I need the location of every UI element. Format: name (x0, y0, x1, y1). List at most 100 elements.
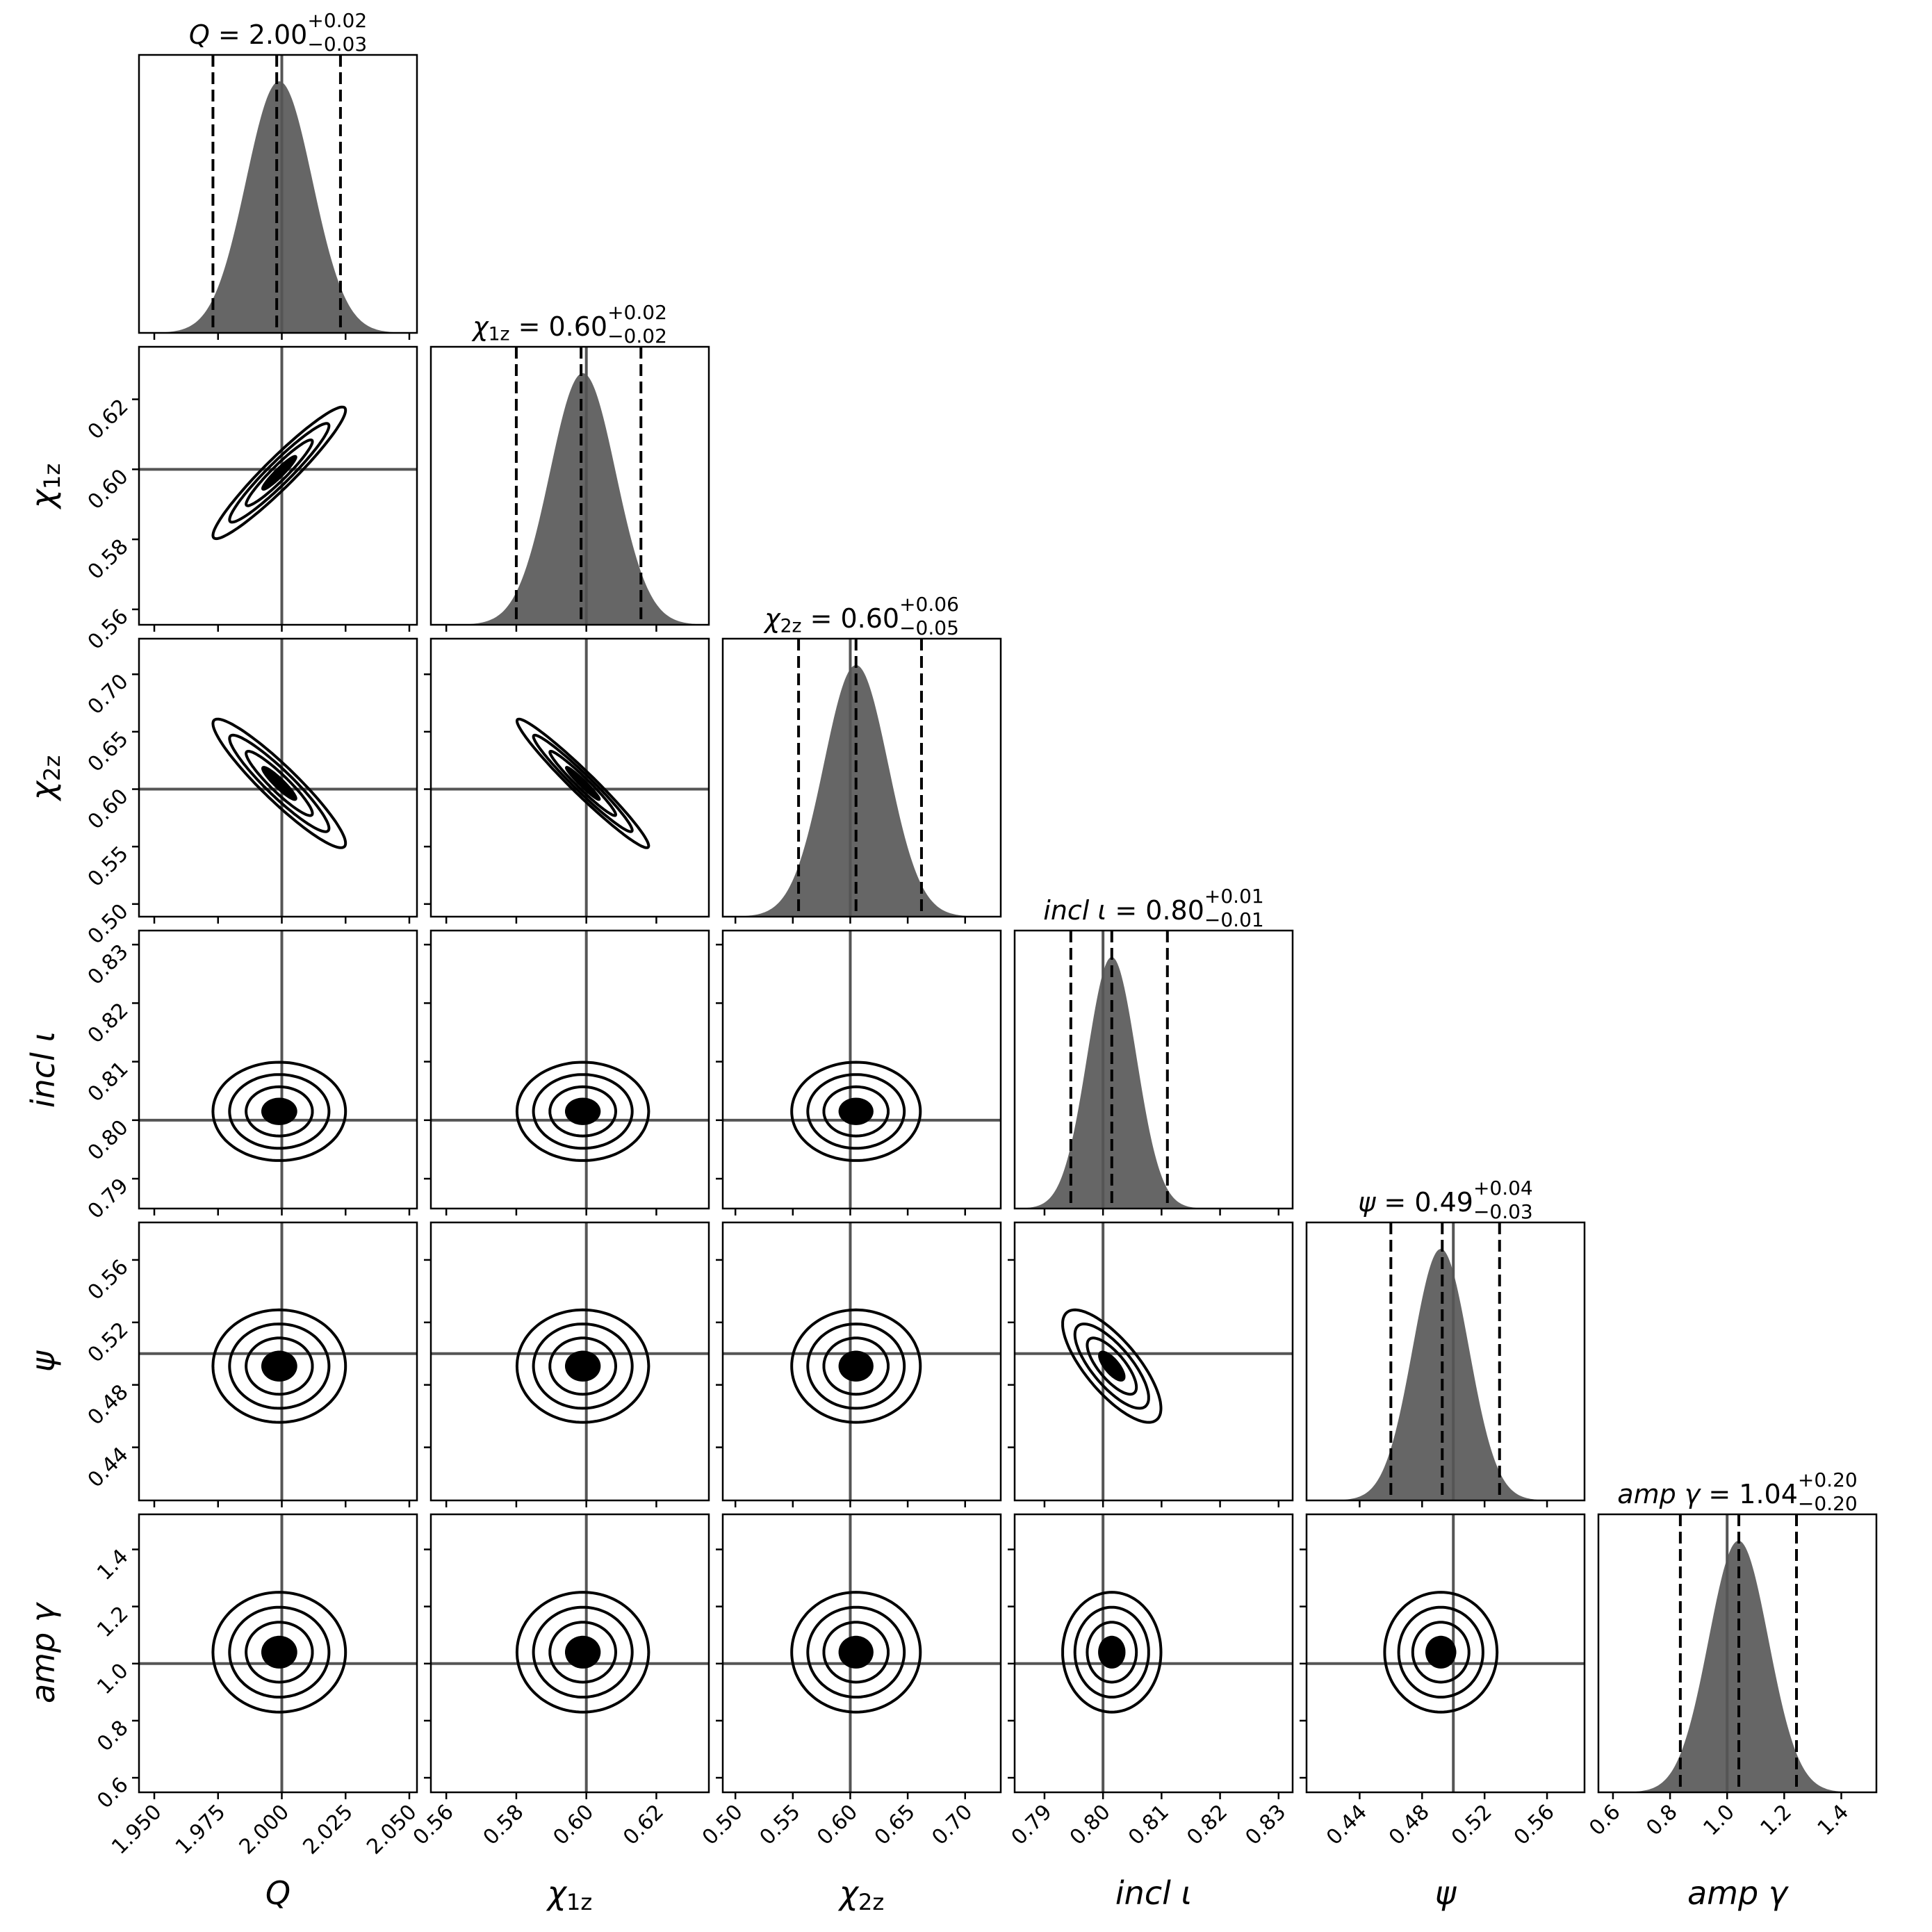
contour-panel-Q-chi2z: 0.50 0.55 0.60 0.65 0.70 (83, 637, 418, 949)
x-tick-label: 0.81 (1124, 1800, 1174, 1850)
label-main: Q (265, 1874, 290, 1912)
panel-frame (429, 1221, 710, 1502)
title-label: χ (763, 603, 781, 634)
x-tick-label: 0.65 (870, 1800, 920, 1850)
label-main: amp γ (24, 1601, 62, 1703)
y-axis-label-psi: ψ (24, 1350, 62, 1372)
x-tick-label: 0.44 (1322, 1800, 1372, 1850)
y-tick-label: 0.62 (83, 394, 133, 444)
contour-panel-Q-chi1z: 0.56 0.58 0.60 0.62 (83, 345, 418, 655)
panel-frame (1305, 1513, 1586, 1794)
panel-content (1015, 1514, 1293, 1792)
title-label: incl ι (1043, 895, 1106, 926)
y-axis-label-amp: amp γ (24, 1601, 62, 1703)
title-plus-error: +0.02 (307, 9, 367, 32)
label-main: incl ι (24, 1031, 62, 1108)
histogram-fill (723, 665, 1001, 917)
contour-2-sigma (211, 1591, 347, 1714)
contour-panel-chi1z-chi2z (424, 637, 710, 924)
title-main: incl ι = 0.80 (1043, 895, 1204, 926)
title-equals: = (1106, 895, 1145, 926)
y-tick-label: 0.81 (83, 1057, 133, 1107)
panel-frame (429, 637, 710, 918)
x-axis-label-psi: ψ (1435, 1874, 1457, 1912)
contour-2-sigma (515, 1061, 650, 1162)
histogram-fill (1015, 957, 1293, 1209)
contour-1-sigma (245, 750, 314, 817)
y-axis-label-chi1z: χ1z (24, 464, 65, 511)
title-plus-error: +0.02 (607, 301, 667, 324)
title-value: 0.60 (548, 311, 607, 342)
label-subscript: 1z (39, 464, 65, 489)
panel-frame (429, 345, 710, 626)
contour-1.5-sigma (1397, 1605, 1484, 1698)
x-tick-label: 0.52 (1447, 1800, 1497, 1850)
x-tick-label: 0.56 (1509, 1800, 1559, 1850)
label-subscript: 2z (39, 755, 65, 781)
x-axis-label-chi1z: χ1z (546, 1874, 593, 1915)
panel-title: amp γ = 1.04 +0.20−0.20 (1617, 1468, 1857, 1515)
title-main: χ2z = 0.60 (763, 603, 899, 637)
title-equals: = (210, 19, 249, 50)
y-axis-label-chi2z: χ2z (24, 755, 65, 803)
histogram-panel-chi1z: χ1z = 0.60 +0.02−0.02 (429, 301, 710, 632)
contour-1-sigma (1086, 1336, 1138, 1396)
title-main: Q = 2.00 (189, 19, 308, 50)
title-label: χ (471, 311, 489, 342)
title-equals: = (509, 311, 548, 342)
x-tick-label: 0.60 (812, 1800, 862, 1850)
y-tick-label: 0.6 (92, 1773, 133, 1813)
panel-content (139, 1514, 417, 1792)
contour-0.5-sigma (1425, 1635, 1457, 1669)
histogram-panel-Q: Q = 2.00 +0.02−0.03 (138, 9, 418, 340)
contour-0.5-sigma (1098, 1350, 1126, 1382)
x-axis-label-chi2z: χ2z (837, 1874, 885, 1915)
panel-frame (429, 929, 710, 1210)
panel-content (139, 1222, 417, 1500)
contour-0.5-sigma (261, 1097, 297, 1125)
panel-frame (721, 1221, 1002, 1502)
panel-content (139, 347, 417, 625)
contour-0.5-sigma (261, 1635, 297, 1669)
contour-0.5-sigma (565, 1635, 601, 1669)
contour-1-sigma (822, 1085, 890, 1138)
y-tick-label: 0.80 (83, 1115, 133, 1165)
contour-0.5-sigma (261, 1350, 297, 1382)
x-tick-label: 0.48 (1384, 1800, 1434, 1850)
title-label: ψ (1358, 1187, 1376, 1218)
x-tick-label: 1.2 (1756, 1800, 1796, 1840)
contour-panel-chi2z-psi (716, 1221, 1002, 1507)
y-tick-label: 0.48 (83, 1380, 133, 1430)
contour-1.5-sigma (228, 1605, 331, 1698)
x-tick-label: 0.55 (755, 1800, 805, 1850)
contour-2-sigma (211, 405, 347, 541)
panel-title: Q = 2.00 +0.02−0.03 (189, 9, 367, 56)
contour-panel-chi2z-incl (716, 929, 1002, 1215)
x-tick-label: 0.56 (409, 1800, 459, 1850)
contour-2-sigma (515, 1308, 650, 1424)
y-tick-label: 0.58 (83, 534, 133, 584)
title-main: amp γ = 1.04 (1617, 1479, 1798, 1509)
title-value: 2.00 (249, 19, 308, 50)
contour-0.5-sigma (565, 766, 601, 801)
title-plus-error: +0.06 (899, 593, 959, 616)
contour-panel-chi1z-incl (424, 929, 710, 1215)
contour-1.5-sigma (532, 733, 634, 833)
y-tick-label: 1.0 (92, 1659, 133, 1699)
y-axis-label-incl: incl ι (24, 1031, 62, 1108)
title-minus-error: −0.20 (1798, 1492, 1858, 1515)
contour-1-sigma (548, 1621, 618, 1684)
panel-content (1015, 931, 1293, 1209)
panel-frame (721, 1513, 1002, 1794)
contour-panel-incl-amp: 0.79 0.80 0.81 0.82 0.83 (1007, 1513, 1294, 1850)
x-tick-label: 0.82 (1182, 1800, 1232, 1850)
panel-content (139, 55, 417, 333)
title-value: 0.80 (1145, 895, 1204, 926)
y-tick-label: 0.56 (83, 1255, 133, 1305)
title-value: 0.49 (1414, 1187, 1473, 1218)
y-tick-label: 0.52 (83, 1318, 133, 1368)
x-tick-label: 0.70 (927, 1800, 977, 1850)
panel-content (723, 1222, 1001, 1500)
